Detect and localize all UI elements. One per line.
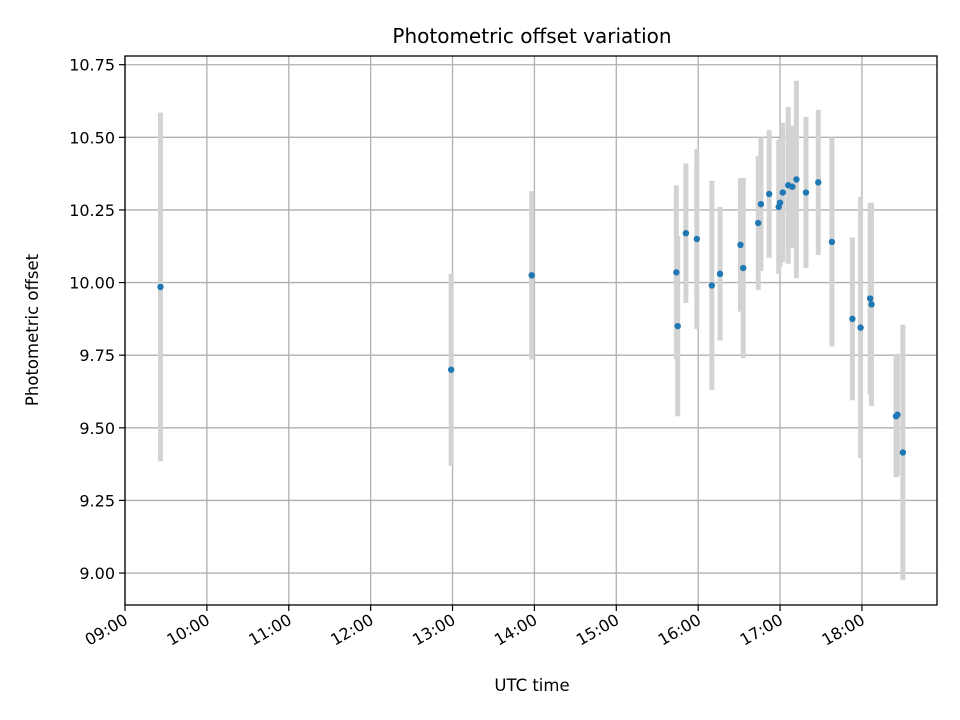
y-tick-label: 9.50 xyxy=(79,419,115,438)
data-point xyxy=(708,282,716,289)
data-point xyxy=(849,315,856,323)
data-point xyxy=(737,241,744,249)
y-tick-label: 9.75 xyxy=(79,346,115,365)
data-point xyxy=(779,189,786,196)
data-point xyxy=(793,176,800,183)
y-axis-label: Photometric offset xyxy=(23,253,42,406)
data-point xyxy=(755,219,762,227)
data-point xyxy=(674,322,681,330)
y-tick-label: 9.25 xyxy=(79,491,115,510)
x-axis-label: UTC time xyxy=(494,676,569,695)
y-tick-label: 10.25 xyxy=(69,201,115,220)
data-point xyxy=(447,366,455,373)
data-point xyxy=(765,190,773,198)
data-point xyxy=(894,411,901,418)
data-point xyxy=(866,295,874,302)
y-tick-label: 10.00 xyxy=(69,274,115,293)
data-point xyxy=(868,301,875,308)
data-point xyxy=(815,179,822,186)
data-point xyxy=(802,189,810,196)
y-tick-label: 10.75 xyxy=(69,56,115,75)
data-point xyxy=(828,238,836,246)
data-point xyxy=(740,264,747,272)
data-point xyxy=(693,235,701,243)
data-point xyxy=(857,324,864,331)
data-points xyxy=(157,176,907,456)
data-point xyxy=(157,283,164,291)
data-point xyxy=(789,183,796,190)
data-point xyxy=(776,199,784,206)
y-tick-label: 10.50 xyxy=(69,128,115,147)
chart-title: Photometric offset variation xyxy=(392,24,671,48)
y-tick-label: 9.00 xyxy=(79,564,115,583)
data-point xyxy=(757,200,765,208)
data-point xyxy=(673,269,680,276)
data-point xyxy=(716,270,724,278)
plot-area-frame xyxy=(124,55,938,606)
data-point xyxy=(528,272,535,279)
data-point xyxy=(899,449,907,456)
data-point xyxy=(682,229,690,237)
